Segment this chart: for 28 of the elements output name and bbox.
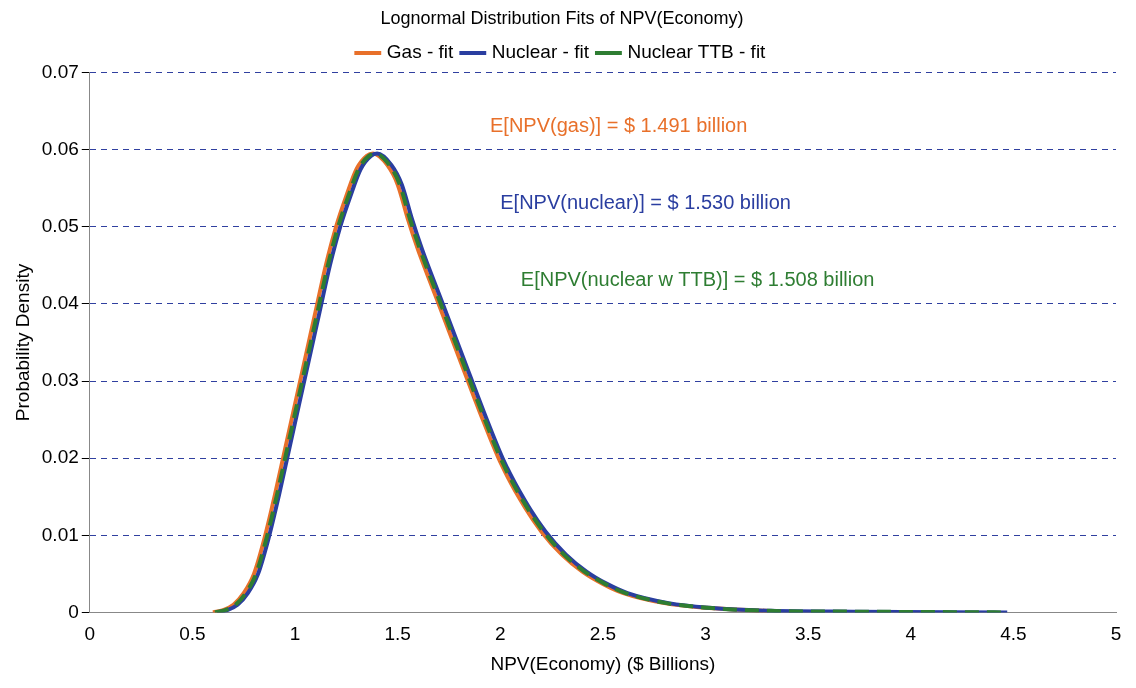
x-tick-label: 2.5: [589, 623, 617, 645]
y-tick-label: 0.07: [41, 60, 79, 82]
y-tick-label: 0.03: [41, 369, 79, 391]
chart-title: Lognormal Distribution Fits of NPV(Economy): [380, 7, 744, 28]
x-axis-title: NPV(Economy) ($ Billions): [490, 652, 716, 674]
y-axis-title: Probability Density: [11, 263, 33, 422]
x-tick-label: 2: [494, 623, 506, 645]
x-tick-label: 3.5: [794, 623, 822, 645]
y-tick-label: 0.05: [41, 215, 79, 237]
annotation: E[NPV(nuclear w TTB)] = $ 1.508 billion: [520, 268, 875, 291]
y-tick-label: 0.02: [41, 446, 79, 468]
x-tick-label: 4: [905, 623, 917, 645]
y-tick-label: 0.01: [41, 523, 79, 545]
x-tick-label: 0: [84, 623, 96, 645]
legend-label: Nuclear TTB - fit: [627, 41, 767, 63]
annotation: E[NPV(gas)] = $ 1.491 billion: [490, 114, 748, 137]
legend-label: Gas - fit: [386, 41, 455, 63]
y-tick-label: 0: [68, 600, 79, 622]
annotation: E[NPV(nuclear)] = $ 1.530 billion: [500, 191, 791, 214]
x-tick-label: 1.5: [384, 623, 411, 645]
y-tick-label: 0.06: [41, 137, 79, 159]
x-tick-label: 5: [1110, 623, 1122, 645]
legend-label: Nuclear - fit: [491, 41, 590, 63]
x-tick-label: 0.5: [179, 623, 206, 645]
x-tick-label: 1: [289, 623, 301, 645]
x-tick-label: 3: [700, 623, 711, 645]
x-tick-label: 4.5: [1000, 623, 1027, 645]
y-tick-label: 0.04: [41, 292, 80, 314]
